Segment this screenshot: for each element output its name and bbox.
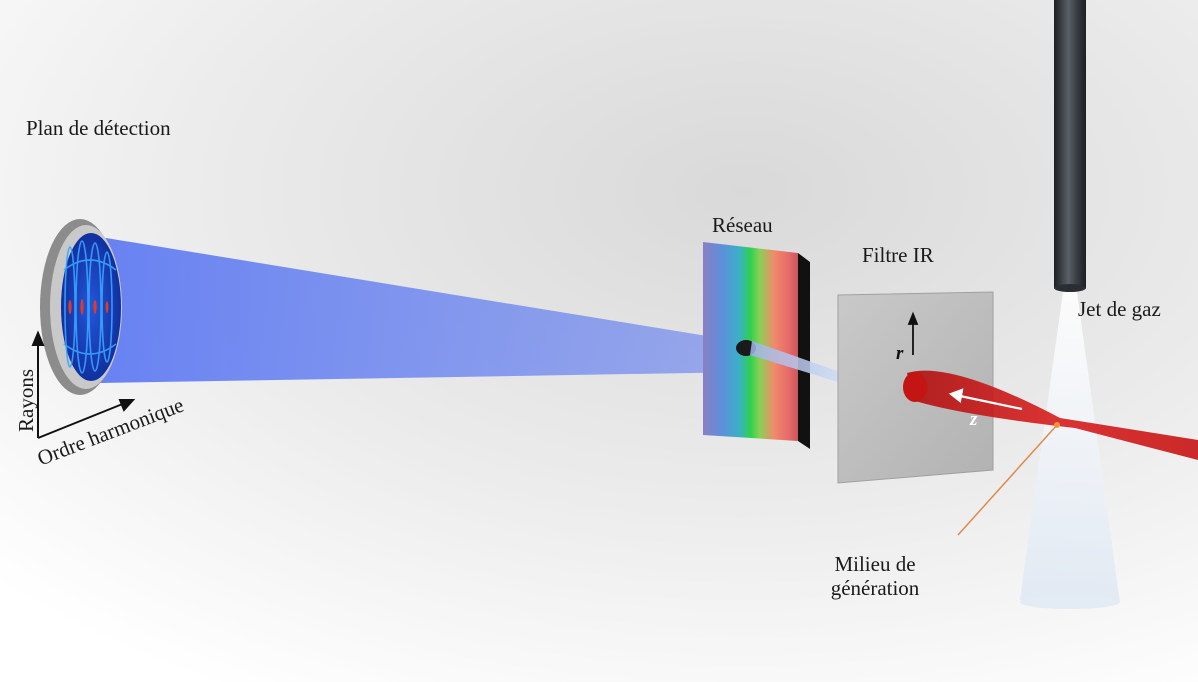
gas-nozzle: [1054, 0, 1086, 288]
gas-nozzle-tip: [1054, 284, 1086, 292]
rayons-axis-label: Rayons: [14, 369, 38, 432]
gas-jet-base: [1020, 595, 1120, 609]
xuv-beam: [100, 237, 750, 383]
grating-edge: [798, 253, 810, 449]
r-axis-label: r: [896, 343, 904, 364]
gas-jet-cone: [1020, 292, 1120, 603]
harmonic-fringes: [63, 240, 117, 374]
grating: [703, 242, 810, 449]
generation-medium-line2: génération: [830, 576, 920, 601]
harmonic-beam: [750, 341, 840, 382]
gas-jet-label: Jet de gaz: [1078, 297, 1161, 321]
detector-face: [61, 233, 121, 381]
z-axis-label: z: [970, 409, 978, 430]
ir-filter-label: Filtre IR: [862, 243, 934, 267]
detector: [40, 219, 122, 395]
generation-medium-line1: Milieu de: [834, 552, 916, 576]
z-axis: [948, 388, 1023, 411]
detection-plane-label: Plan de détection: [26, 116, 171, 140]
pointer-line: [957, 424, 1058, 536]
generation-medium-label: Milieu de génération: [800, 552, 950, 600]
ir-laser-beam: [907, 370, 1198, 460]
grating-label: Réseau: [712, 213, 773, 237]
r-axis: [907, 311, 919, 355]
harmonic-spots: [68, 299, 109, 315]
ir-beam-end: [903, 372, 927, 402]
detector-axes: [31, 330, 136, 439]
